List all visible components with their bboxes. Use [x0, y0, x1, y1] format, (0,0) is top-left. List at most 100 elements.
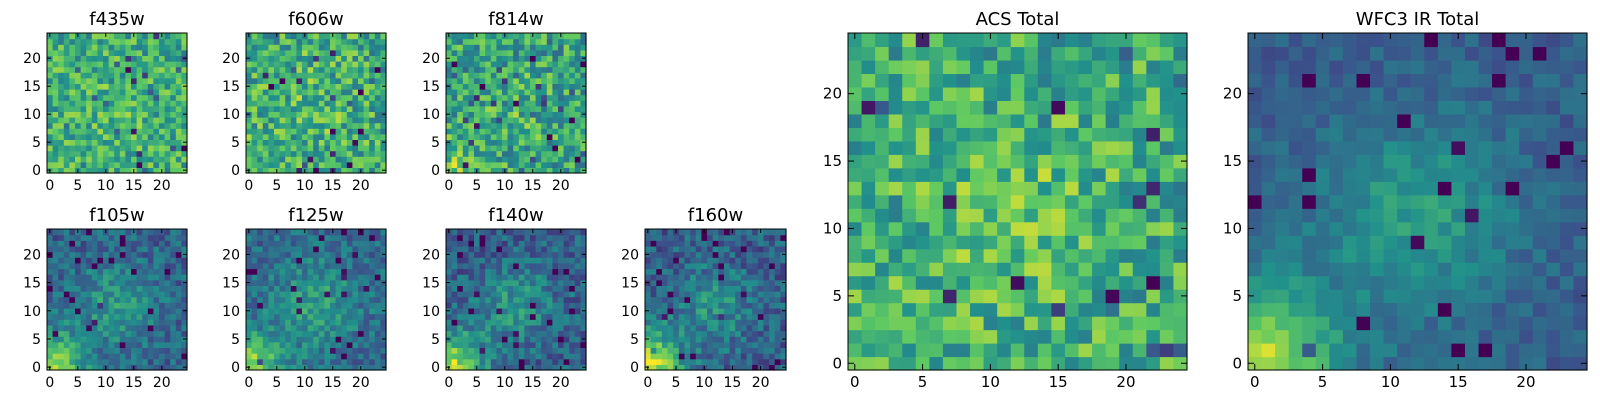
heatmap-cell	[97, 279, 104, 286]
heatmap-cell	[97, 229, 104, 236]
heatmap-cell	[131, 105, 138, 112]
heatmap-cell	[97, 105, 104, 112]
heatmap-cell	[446, 358, 453, 365]
heatmap-cell	[142, 133, 149, 140]
heatmap-cell	[513, 66, 520, 73]
heatmap-cell	[942, 262, 958, 277]
heatmap-cell	[324, 145, 331, 152]
heatmap-cell	[580, 133, 587, 140]
heatmap-cell	[108, 240, 115, 247]
heatmap-cell	[318, 139, 325, 146]
heatmap-cell	[63, 72, 70, 79]
heatmap-cell	[1519, 275, 1534, 290]
heatmap-cell	[279, 44, 286, 51]
heatmap-cell	[1078, 221, 1093, 236]
heatmap-cell	[446, 117, 453, 124]
heatmap-cell	[513, 336, 520, 343]
heatmap-cell	[47, 156, 54, 163]
heatmap-cell	[1383, 329, 1398, 344]
heatmap-cell	[352, 66, 359, 73]
heatmap-cell	[1119, 33, 1134, 48]
heatmap-cell	[119, 122, 126, 129]
heatmap-cell	[80, 330, 87, 337]
heatmap-cell	[468, 55, 475, 62]
x-tick-label: 0	[1250, 373, 1260, 391]
heatmap-cell	[296, 336, 303, 343]
heatmap-cell	[468, 353, 475, 360]
heatmap-cell	[318, 268, 325, 275]
heatmap-cell	[153, 38, 160, 45]
heatmap-cell	[446, 49, 453, 56]
heatmap-cell	[313, 49, 320, 56]
heatmap-cell	[290, 33, 297, 40]
heatmap-cell	[268, 245, 275, 253]
heatmap-cell	[1315, 154, 1330, 169]
heatmap-cell	[546, 364, 553, 371]
heatmap-cell	[296, 89, 303, 96]
heatmap-cell	[318, 330, 325, 337]
heatmap-cell	[136, 245, 143, 253]
heatmap-cell	[380, 77, 387, 84]
heatmap-cell	[374, 117, 381, 124]
heatmap-cell	[164, 324, 171, 332]
heatmap-cell	[302, 245, 309, 253]
heatmap-cell	[1010, 181, 1025, 196]
heatmap-cell	[352, 128, 359, 135]
heatmap-cell	[147, 61, 154, 68]
heatmap-cell	[1492, 140, 1507, 155]
heatmap-cell	[507, 150, 514, 157]
heatmap-cell	[136, 49, 143, 56]
heatmap-cell	[1132, 208, 1147, 223]
heatmap-cell	[380, 330, 387, 337]
heatmap-cell	[374, 291, 381, 298]
heatmap-cell	[363, 33, 370, 40]
heatmap-cell	[103, 128, 110, 135]
heatmap-cell	[1329, 181, 1344, 196]
heatmap-cell	[485, 122, 492, 129]
heatmap-cell	[1356, 302, 1371, 317]
heatmap-cell	[86, 33, 93, 40]
heatmap-cell	[1064, 100, 1080, 115]
heatmap-cell	[929, 329, 944, 344]
heatmap-cell	[1105, 86, 1120, 101]
heatmap-cell	[1451, 302, 1466, 317]
heatmap-cell	[285, 145, 292, 152]
heatmap-cell	[1397, 154, 1412, 169]
heatmap-cell	[956, 167, 971, 182]
heatmap-cell	[125, 245, 132, 253]
heatmap-cell	[1146, 316, 1161, 331]
heatmap-cell	[997, 73, 1012, 88]
heatmap-cell	[956, 289, 971, 304]
heatmap-cell	[302, 117, 309, 124]
heatmap-cell	[313, 324, 320, 332]
heatmap-cell	[479, 61, 486, 68]
heatmap-cell	[251, 66, 258, 73]
heatmap-cell	[119, 100, 126, 107]
heatmap-cell	[352, 44, 359, 51]
heatmap-cell	[125, 145, 132, 152]
heatmap-cell	[285, 240, 292, 247]
heatmap-cell	[468, 156, 475, 163]
heatmap-cell	[175, 156, 182, 163]
heatmap-cell	[175, 364, 182, 371]
heatmap-cell	[552, 353, 559, 360]
heatmap-cell	[1315, 73, 1330, 88]
heatmap-cell	[313, 72, 320, 79]
heatmap-cell	[446, 341, 453, 349]
heatmap-cell	[131, 257, 138, 264]
heatmap-cell	[86, 341, 93, 349]
heatmap-cell	[1248, 356, 1263, 371]
heatmap-cell	[929, 140, 944, 155]
heatmap-cell	[341, 302, 348, 309]
heatmap-cell	[52, 262, 59, 270]
heatmap-cell	[929, 167, 944, 182]
heatmap-cell	[1329, 194, 1344, 209]
heatmap-cell	[330, 77, 337, 84]
heatmap-cell	[131, 94, 138, 101]
heatmap-cell	[380, 105, 387, 112]
heatmap-cell	[153, 319, 160, 326]
heatmap-cell	[569, 150, 576, 157]
heatmap-cell	[1370, 356, 1385, 371]
heatmap-cell	[1478, 154, 1493, 169]
heatmap-cell	[181, 313, 188, 320]
